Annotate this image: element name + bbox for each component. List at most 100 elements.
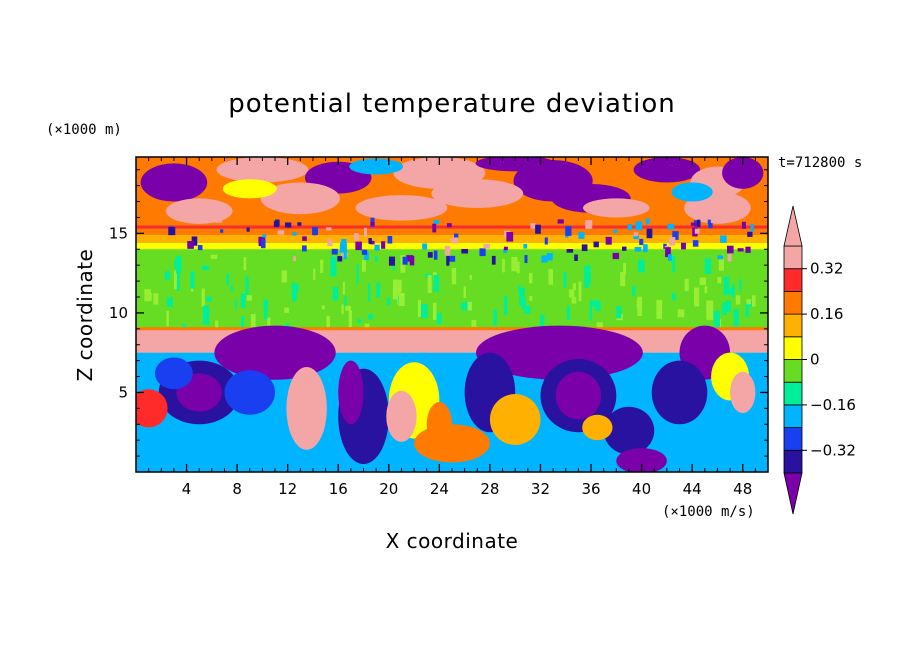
turbulent-speckle (503, 248, 507, 253)
turbulent-speckle (643, 244, 648, 253)
turbulent-speckle (720, 235, 727, 243)
turbulent-speckle (454, 233, 459, 239)
turbulent-speckle (215, 219, 223, 223)
turbulent-speckle (747, 231, 753, 237)
turbulent-speckle (339, 242, 347, 253)
eddy (555, 371, 602, 420)
eddy (603, 406, 655, 455)
turbulent-speckle (388, 256, 395, 266)
turbulent-speckle (327, 239, 333, 247)
turbulent-speckle (331, 248, 338, 255)
colorbar-label: −0.16 (810, 396, 856, 414)
speckle (421, 303, 428, 319)
turbulent-speckle (605, 236, 612, 245)
x-tick-label: 20 (379, 480, 398, 498)
speckle (471, 320, 477, 327)
turbulent-speckle (337, 256, 343, 262)
turbulent-speckle (302, 236, 307, 241)
speckle (704, 258, 712, 274)
speckle (493, 309, 497, 326)
speckle (511, 256, 518, 272)
turbulent-speckle (546, 253, 553, 261)
turbulent-speckle (363, 227, 368, 238)
turbulent-speckle (690, 222, 698, 226)
speckle (528, 272, 533, 284)
speckle (584, 265, 591, 284)
colorbar-segment (783, 336, 803, 360)
turbulent-speckle (446, 255, 450, 266)
speckle (571, 296, 577, 304)
speckle (704, 286, 708, 294)
speckle (590, 300, 596, 307)
turbulent-speckle (402, 256, 408, 265)
turbulent-speckle (433, 219, 440, 225)
upper-patch (633, 157, 701, 183)
turbulent-speckle (197, 245, 203, 251)
speckle (623, 262, 626, 275)
turbulent-speckle (667, 223, 675, 230)
speckle (636, 299, 641, 309)
turbulent-speckle (745, 246, 751, 253)
y-axis: 5 10 15 (109, 169, 768, 457)
speckle (202, 305, 210, 325)
speckle (529, 296, 533, 301)
speckle (240, 293, 246, 308)
speckle (417, 299, 421, 317)
colorbar-segment (783, 359, 803, 383)
speckle (427, 275, 432, 293)
speckle (694, 287, 700, 307)
upper-patch (355, 195, 448, 221)
speckle (321, 305, 325, 310)
turbulent-speckle (535, 224, 541, 234)
colorbar-segment (783, 290, 803, 315)
turbulent-speckle (461, 248, 469, 254)
turbulent-speckle (297, 222, 302, 226)
turbulent-speckle (446, 223, 452, 228)
speckle (733, 309, 739, 327)
turbulent-speckle (707, 219, 711, 224)
turbulent-speckle (665, 247, 671, 258)
turbulent-speckle (302, 245, 307, 252)
cold-dome (214, 325, 336, 380)
x-axis: 4 8 12 16 20 24 28 32 36 40 44 48 (148, 157, 756, 498)
speckle (461, 302, 466, 311)
speckle (348, 310, 352, 328)
turbulent-speckle (374, 244, 380, 251)
turbulent-speckle (483, 244, 490, 249)
speckle (637, 259, 645, 273)
turbulent-speckle (737, 248, 744, 252)
y-axis-label: Z coordinate (73, 249, 97, 382)
eddy (616, 448, 667, 472)
cold-dome (476, 325, 643, 380)
chart-title: potential temperature deviation (228, 89, 675, 119)
eddy (154, 357, 193, 390)
colorbar-segment (783, 404, 803, 428)
speckle (190, 271, 195, 289)
turbulent-speckle (566, 249, 574, 253)
speckle (632, 286, 636, 296)
eddy (426, 402, 452, 447)
speckle (226, 273, 230, 286)
turbulent-speckle (369, 240, 375, 245)
speckle (469, 275, 472, 280)
turbulent-speckle (727, 254, 732, 262)
upper-patch (165, 198, 233, 224)
speckle (672, 292, 676, 301)
speckle (374, 256, 378, 262)
x-tick-label: 8 (232, 480, 242, 498)
speckle (356, 264, 359, 284)
colorbar-min-triangle (783, 472, 803, 515)
turbulent-speckle (354, 233, 359, 241)
speckle (330, 256, 337, 277)
speckle (210, 254, 218, 259)
turbulent-speckle (581, 244, 588, 252)
eddy (211, 419, 263, 445)
turbulent-speckle (750, 224, 754, 232)
upper-patch (583, 198, 650, 218)
turbulent-speckle (387, 235, 393, 244)
warm-layer-top (136, 327, 768, 331)
speckle (201, 288, 205, 307)
turbulent-speckle (612, 229, 618, 233)
turbulent-speckle (672, 231, 679, 240)
upper-patch (475, 157, 555, 172)
